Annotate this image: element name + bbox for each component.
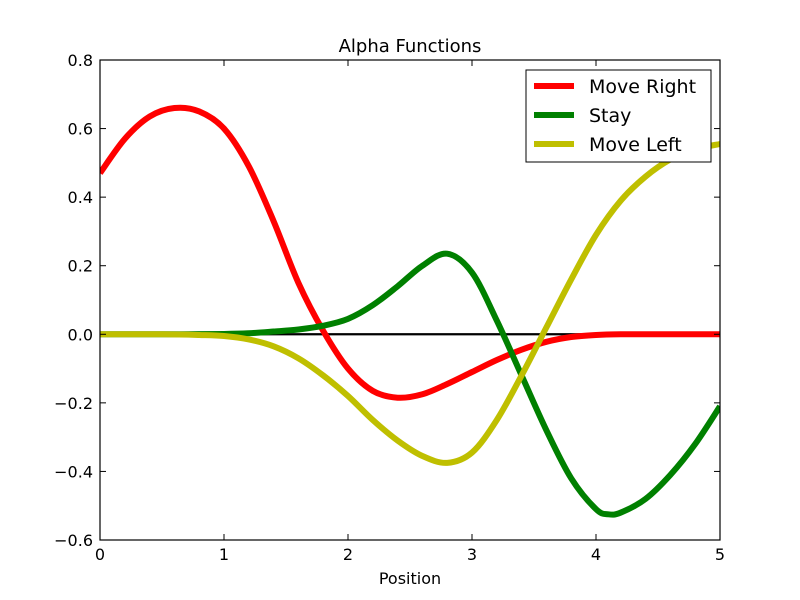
x-tick-label: 4: [591, 545, 601, 564]
y-tick-label: 0.4: [68, 188, 93, 207]
y-tick-label: 0.8: [68, 51, 93, 70]
legend-label: Move Right: [589, 76, 696, 98]
y-tick-label: 0.2: [68, 257, 93, 276]
series-layer: [100, 104, 720, 518]
legend: Move Right Stay Move Left: [525, 69, 712, 163]
series-line-move-left: [100, 141, 720, 466]
x-tick-label: 0: [95, 545, 105, 564]
chart-title: Alpha Functions: [339, 36, 482, 57]
y-tick-label: −0.2: [54, 394, 93, 413]
legend-label: Move Left: [589, 134, 682, 156]
x-axis-label: Position: [379, 569, 441, 588]
x-tick-label: 3: [467, 545, 477, 564]
legend-entry-move-right: Move Right: [534, 76, 696, 98]
legend-entries: Move Right Stay Move Left: [534, 76, 696, 156]
y-tick-label: 0.6: [68, 120, 93, 139]
series-line-stay: [100, 250, 720, 518]
y-tick-label: −0.6: [54, 531, 93, 550]
legend-label: Stay: [589, 105, 631, 127]
x-tick-label: 5: [715, 545, 725, 564]
y-tick-label: −0.4: [54, 462, 93, 481]
x-tick-label: 2: [343, 545, 353, 564]
legend-entry-stay: Stay: [534, 105, 631, 127]
series-line-move-right: [100, 104, 720, 401]
x-tick-label: 1: [219, 545, 229, 564]
legend-entry-move-left: Move Left: [534, 134, 682, 156]
plot-frame: [99, 59, 721, 541]
y-tick-label: 0.0: [68, 325, 93, 344]
